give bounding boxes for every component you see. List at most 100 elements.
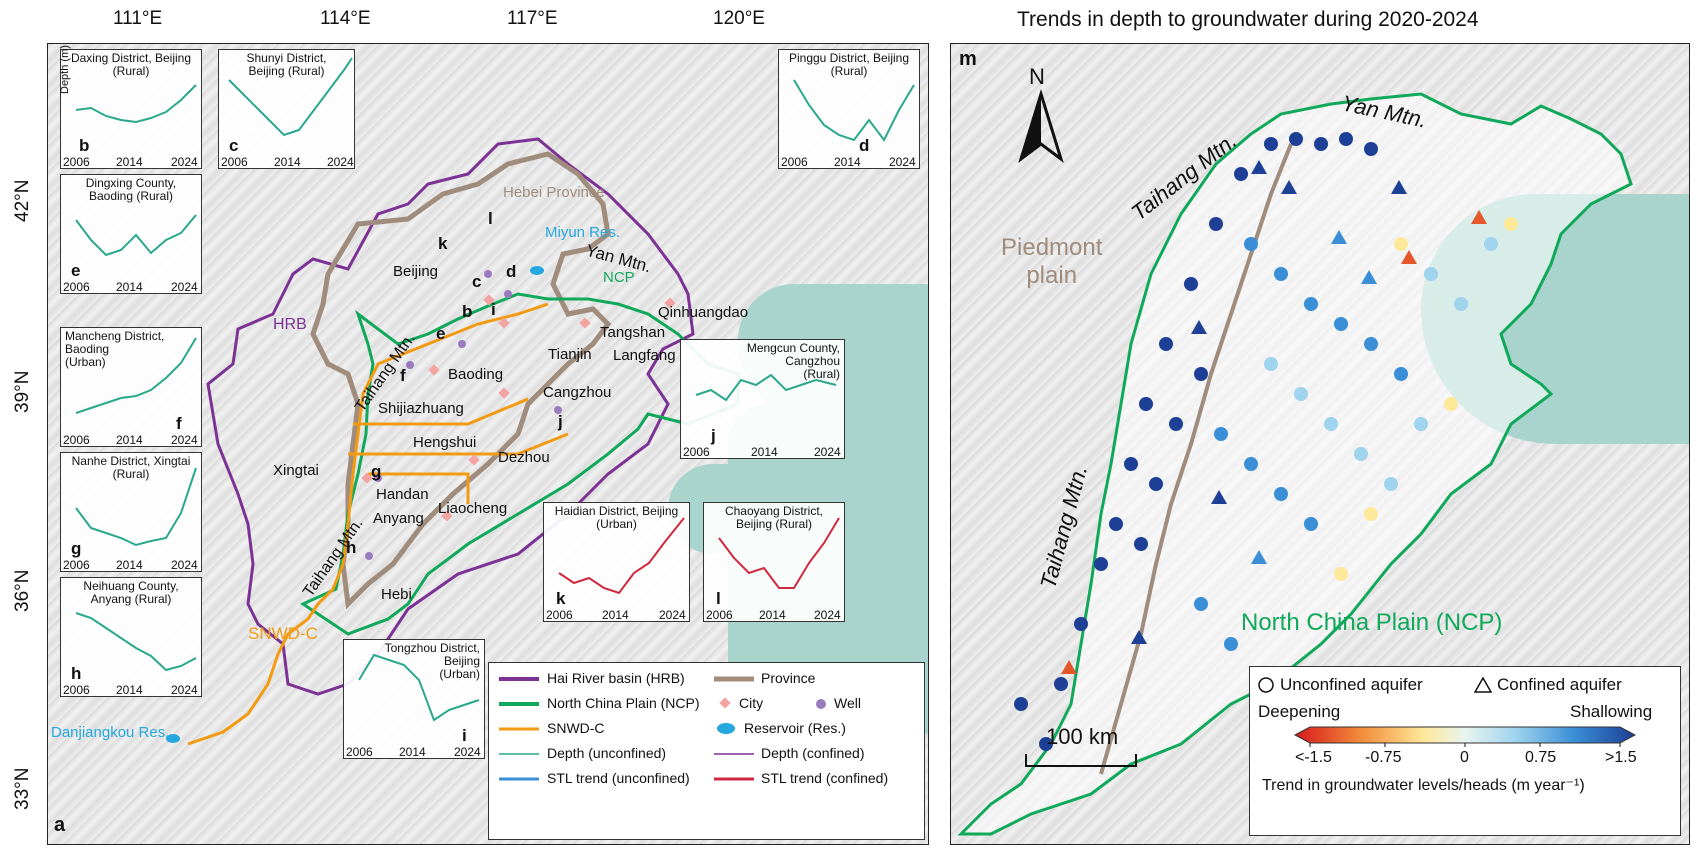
snwd-canal [187, 302, 569, 746]
label-liaocheng: Liaocheng [438, 500, 508, 517]
map-a-lines [187, 137, 740, 746]
label-snwd: SNWD-C [248, 624, 318, 643]
panel-letter-m: m [959, 48, 977, 70]
inset-l: Chaoyang District, Beijing (Rural) l 200… [703, 502, 845, 622]
map-panel-a: Hebei Province Miyun Res. Yan Mtn. NCP B… [47, 43, 929, 845]
label-langfang: Langfang [613, 347, 676, 364]
label-ncp-m: North China Plain (NCP) [1241, 609, 1503, 636]
label-piedmont: Piedmont plain [1001, 234, 1103, 289]
legend-a: Hai River basin (HRB) Province North Chi… [488, 662, 925, 840]
north-label: N [1029, 64, 1045, 89]
label-tangshan: Tangshan [600, 324, 666, 341]
legend-stl-conf: STL trend (confined) [761, 770, 889, 786]
lat-label-36: 36°N [12, 569, 33, 612]
well-letter-j: j [558, 412, 563, 431]
inset-k: Haidian District, Beijing (Urban) k 2006… [543, 502, 690, 622]
well-marker-h [365, 552, 373, 560]
lat-label-39: 39°N [12, 370, 33, 413]
legend-well: Well [834, 695, 861, 711]
label-danjiangkou: Danjiangkou Res. [51, 724, 170, 741]
inset-e: Dingxing County, Baoding (Rural) e 2006 … [60, 174, 202, 294]
legend-depth-unconf: Depth (unconfined) [547, 745, 667, 761]
label-shijiazhuang: Shijiazhuang [378, 400, 464, 417]
legend-tick-1: -0.75 [1365, 749, 1402, 766]
inset-c: Shunyi District, Beijing (Rural) 2006 20… [218, 49, 355, 169]
lat-label-33: 33°N [12, 767, 33, 810]
legend-tick-2: 0 [1460, 749, 1469, 766]
well-marker-b [484, 270, 492, 278]
label-handan: Handan [376, 486, 429, 503]
lon-label-117: 117°E [507, 8, 558, 29]
legend-tick-4: >1.5 [1605, 749, 1637, 766]
well-letter-g: g [371, 462, 382, 481]
well-letter-f: f [400, 366, 406, 385]
legend-m: Unconfined aquifer Confined aquifer Deep… [1249, 666, 1681, 836]
label-anyang: Anyang [373, 510, 424, 527]
well-letter-b: b [462, 302, 473, 321]
label-dezhou: Dezhou [498, 449, 550, 466]
label-qinhuangdao: Qinhuangdao [658, 304, 749, 321]
inset-g: Nanhe District, Xingtai (Rural) g 2006 2… [60, 452, 202, 572]
lon-label-120: 120°E [713, 8, 765, 29]
well-letter-d: d [506, 262, 517, 281]
legend-snwd: SNWD-C [547, 720, 605, 736]
lon-label-114: 114°E [320, 8, 371, 29]
inset-d: Pinggu District, Beijing (Rural) d 2006 … [778, 49, 920, 169]
panel-letter-a: a [54, 814, 66, 836]
label-hebi: Hebi [381, 586, 412, 603]
inset-j: Mengcun County, Cangzhou (Rural) j 2006 … [680, 339, 845, 459]
north-arrow-icon [1018, 88, 1064, 163]
legend-reservoir-marker [717, 723, 735, 734]
label-ncp: NCP [603, 269, 635, 286]
trend-points [1014, 132, 1518, 751]
label-hengshui: Hengshui [413, 434, 477, 451]
legend-circle-icon [1258, 677, 1274, 693]
legend-deepening: Deepening [1258, 702, 1341, 721]
legend-tick-0: <-1.5 [1295, 749, 1332, 766]
lon-label-111: 111°E [113, 8, 163, 29]
danjiangkou-reservoir [166, 734, 180, 743]
inset-f: Mancheng District, Baoding (Urban) f 200… [60, 327, 202, 447]
legend-hrb: Hai River basin (HRB) [547, 670, 685, 686]
label-xingtai: Xingtai [273, 462, 319, 479]
legend-confined: Confined aquifer [1497, 675, 1622, 694]
legend-stl-unconf: STL trend (unconfined) [547, 770, 690, 786]
well-marker-e [458, 340, 466, 348]
lat-label-42: 42°N [12, 179, 33, 222]
miyun-reservoir [530, 266, 544, 275]
inset-h: Neihuang County, Anyang (Rural) h 2006 2… [60, 577, 202, 697]
label-tianjin: Tianjin [548, 346, 592, 363]
legend-unconfined: Unconfined aquifer [1280, 675, 1423, 694]
legend-well-marker [816, 699, 826, 709]
legend-tick-3: 0.75 [1525, 749, 1557, 766]
inset-b: Daxing District, Beijing (Rural) Depth (… [59, 45, 202, 169]
legend-ncp: North China Plain (NCP) [547, 695, 700, 711]
province-boundary [310, 151, 612, 610]
scale-label: 100 km [1046, 724, 1119, 749]
well-letter-l: l [488, 209, 493, 228]
well-marker-j [554, 406, 562, 414]
label-hebei: Hebei Province [503, 184, 605, 201]
scale-bar [1025, 754, 1137, 767]
label-cangzhou: Cangzhou [543, 384, 612, 401]
color-ramp [1293, 726, 1637, 744]
label-beijing: Beijing [393, 263, 439, 280]
inset-i: Tongzhou District, Beijing (Urban) i 200… [343, 639, 485, 759]
legend-shallowing: Shallowing [1570, 702, 1653, 721]
hrb-boundary [206, 137, 695, 696]
well-letter-e: e [436, 324, 446, 343]
well-marker-i [504, 290, 512, 298]
legend-depth-conf: Depth (confined) [761, 745, 865, 761]
legend-triangle-icon [1473, 676, 1493, 693]
well-letter-h: h [346, 538, 357, 557]
map-panel-m: N Yan Mtn. Taihang Mtn. Taihang Mtn. Pie… [950, 43, 1690, 845]
label-baoding: Baoding [448, 366, 504, 383]
well-letter-c: c [472, 272, 482, 291]
well-letter-i: i [491, 300, 496, 319]
well-marker-f [406, 361, 414, 369]
well-marker-g [374, 474, 382, 482]
well-letter-k: k [438, 234, 448, 253]
label-hrb: HRB [273, 316, 307, 333]
legend-reservoir: Reservoir (Res.) [744, 720, 846, 736]
legend-province: Province [761, 670, 816, 686]
